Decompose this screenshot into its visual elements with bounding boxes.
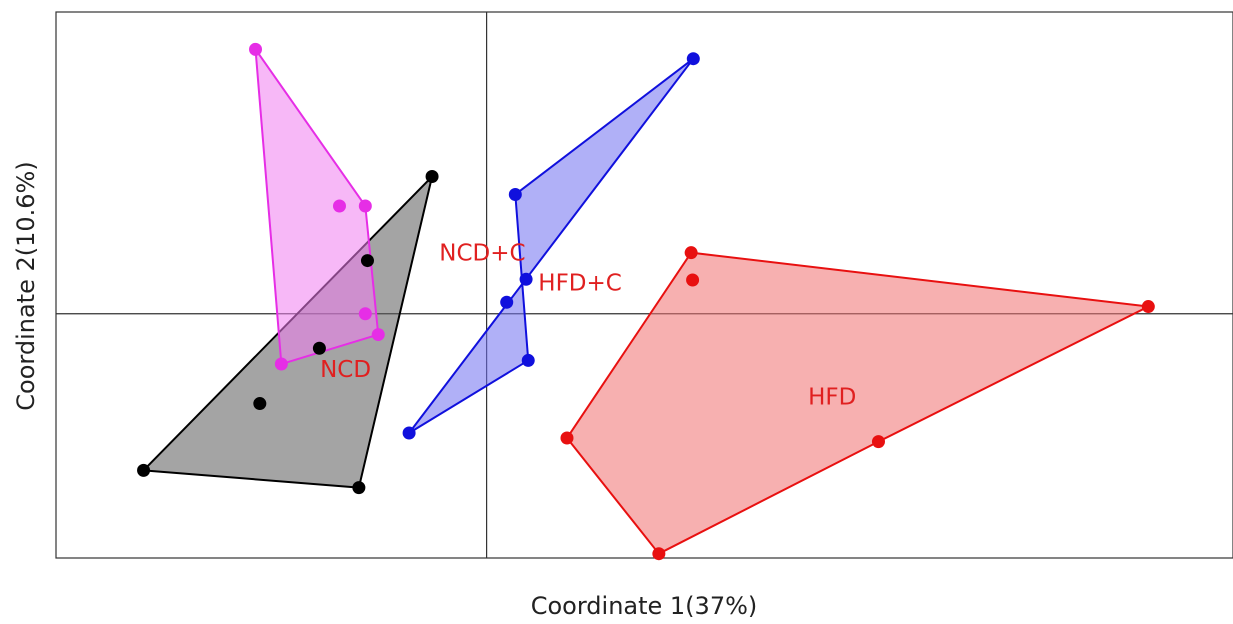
point-hfd-4 <box>652 547 666 561</box>
point-hfd-6 <box>686 273 700 287</box>
point-hfd-plusc-4 <box>402 426 416 440</box>
point-hfd-plusc-5 <box>519 272 533 286</box>
point-ncd-plusc-4 <box>274 357 288 371</box>
point-ncd-6 <box>253 397 267 411</box>
plot-frame <box>55 11 1233 559</box>
hull-hfd <box>565 251 1150 555</box>
point-ncd-1 <box>137 463 151 477</box>
group-hulls <box>142 48 1150 555</box>
point-ncd-plusc-2 <box>358 199 372 213</box>
label-hfd-plusc: HFD+C <box>538 271 622 297</box>
group-labels: NCD+C HFD+C NCD HFD <box>320 241 856 411</box>
point-hfd-plusc-1 <box>686 52 700 66</box>
x-axis-title: Coordinate 1(37%) <box>531 592 758 620</box>
point-ncd-plusc-6 <box>358 307 372 321</box>
point-ncd-5 <box>312 341 326 355</box>
point-ncd-plusc-5 <box>332 199 346 213</box>
point-hfd-1 <box>684 246 698 260</box>
point-ncd-4 <box>360 254 374 268</box>
point-hfd-2 <box>1141 300 1155 314</box>
point-hfd-5 <box>560 431 574 445</box>
point-hfd-plusc-2 <box>508 187 522 201</box>
point-ncd-plusc-3 <box>371 328 385 342</box>
point-hfd-plusc-6 <box>500 295 514 309</box>
label-ncd-plusc: NCD+C <box>439 241 525 267</box>
point-ncd-3 <box>425 170 439 184</box>
point-hfd-plusc-3 <box>521 353 535 367</box>
label-ncd: NCD <box>320 357 371 383</box>
label-hfd: HFD <box>808 384 856 410</box>
point-ncd-plusc-1 <box>249 42 263 56</box>
point-ncd-2 <box>352 481 366 495</box>
point-hfd-3 <box>871 435 885 449</box>
y-axis-title: Coordinate 2(10.6%) <box>12 161 40 410</box>
data-points <box>137 42 1155 561</box>
